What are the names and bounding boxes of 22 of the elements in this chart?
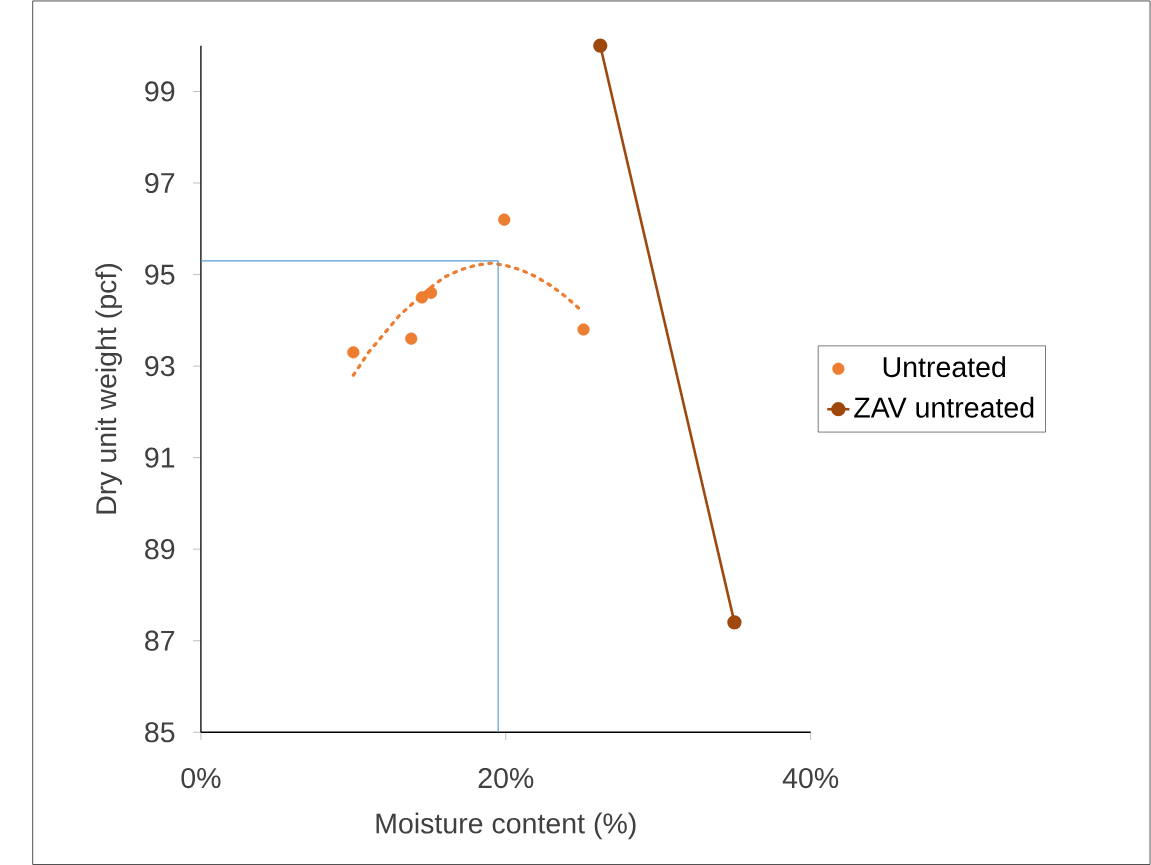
point — [727, 615, 742, 630]
x-tick-label: 20% — [478, 767, 534, 788]
legend-label: ZAV untreated — [854, 396, 1034, 418]
x-tick-label: 0% — [181, 767, 221, 788]
y-tick-label: 99 — [145, 81, 175, 102]
point — [405, 332, 418, 345]
y-tick-label: 87 — [145, 630, 175, 651]
y-tick-label: 89 — [145, 538, 175, 560]
point — [347, 346, 360, 359]
y-tick-label: 85 — [145, 721, 175, 743]
x-axis-title: Moisture content (%) — [376, 812, 636, 839]
legend-label: Untreated — [883, 356, 1006, 377]
y-tick-label: 97 — [145, 172, 175, 193]
y-tick-label: 91 — [145, 447, 175, 468]
point — [593, 38, 608, 53]
point — [577, 323, 590, 336]
y-tick-label: 93 — [145, 355, 175, 376]
y-axis-title: Dry unit weight (pcf) — [95, 263, 122, 514]
point — [424, 286, 438, 299]
x-tick-label: 40% — [782, 767, 839, 788]
y-tick-label: 95 — [145, 264, 175, 285]
point — [498, 213, 511, 226]
